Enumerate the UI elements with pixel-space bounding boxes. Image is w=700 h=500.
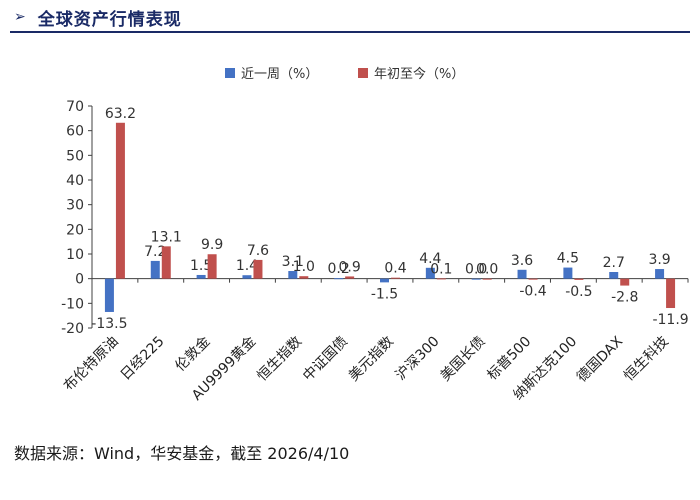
- bar-week: [425, 267, 435, 279]
- bar-ytd: [345, 276, 355, 279]
- legend-label: 年初至今（%）: [374, 66, 464, 82]
- y-tick-label: 70: [66, 99, 84, 115]
- data-label: 7.6: [247, 243, 269, 259]
- section-header: ➢ 全球资产行情表现: [14, 4, 182, 30]
- bar-week: [150, 260, 160, 279]
- bar-week: [104, 278, 114, 312]
- y-tick-label: 50: [66, 148, 84, 164]
- bar-ytd: [482, 278, 492, 280]
- x-tick-label: 德国DAX: [574, 333, 626, 385]
- data-label: 4.5: [557, 251, 579, 267]
- legend-swatch: [358, 68, 368, 78]
- bar-week: [242, 275, 252, 279]
- bar-ytd: [115, 122, 125, 279]
- bar-ytd: [207, 254, 217, 279]
- y-tick-label: 30: [66, 198, 84, 214]
- header-divider: [10, 31, 690, 33]
- source-note: 数据来源：Wind，华安基金，截至 2026/4/10: [14, 444, 350, 463]
- data-label: 2.7: [603, 255, 625, 271]
- data-label: 0.4: [384, 261, 406, 277]
- data-label: -13.5: [91, 316, 127, 332]
- section-title: 全球资产行情表现: [37, 9, 182, 30]
- data-label: 1.5: [190, 258, 212, 274]
- data-label: -2.8: [611, 290, 638, 306]
- x-tick-label: 沪深300: [393, 334, 443, 384]
- x-tick-label: 布伦特原油: [61, 334, 122, 395]
- bar-week: [196, 274, 206, 279]
- bar-ytd: [666, 278, 676, 309]
- data-label: 0.9: [339, 259, 361, 275]
- data-label: 1.0: [293, 259, 315, 275]
- bar-ytd: [528, 278, 538, 280]
- data-label: 0.2: [328, 261, 350, 277]
- bar-week: [517, 269, 527, 279]
- arrow-bullet-icon: ➢: [14, 9, 26, 25]
- bar-week: [655, 269, 665, 279]
- bar-week: [288, 271, 298, 279]
- data-label: 13.1: [151, 229, 182, 245]
- data-label: -0.5: [565, 284, 592, 300]
- data-label: -11.9: [652, 312, 688, 328]
- bar-ytd: [620, 278, 630, 286]
- y-tick-label: 0: [75, 272, 84, 288]
- data-label: 63.2: [105, 106, 136, 122]
- bar-week: [380, 278, 389, 283]
- bar-chart: 近一周（%） 年初至今（%） -20 -10 0 10 20 30 40 50 60 70 -13.5 6…: [61, 66, 689, 404]
- data-label: -1.5: [371, 286, 398, 302]
- bar-ytd: [161, 246, 171, 279]
- bar-week: [609, 272, 619, 279]
- data-label: 9.9: [201, 237, 223, 253]
- data-label: 7.2: [144, 244, 166, 260]
- legend-label: 近一周（%）: [241, 67, 318, 82]
- x-tick-label: 日经225: [118, 334, 168, 384]
- bar-week: [563, 267, 573, 279]
- legend-swatch: [225, 68, 235, 78]
- x-tick-label: 恒生科技: [621, 334, 672, 385]
- bar-ytd: [436, 278, 446, 280]
- x-tick-label: 美国长债: [438, 334, 489, 385]
- y-tick-label: 20: [66, 222, 84, 238]
- bar-ytd: [391, 277, 400, 279]
- bar-week: [334, 278, 344, 280]
- x-tick-label: 恒生指数: [254, 334, 305, 385]
- data-label: 1.4: [236, 258, 258, 274]
- data-label: 3.1: [282, 254, 304, 270]
- y-tick-label: 10: [66, 247, 84, 263]
- data-label: -0.4: [519, 284, 546, 300]
- y-tick-label: 40: [66, 173, 84, 189]
- data-label: 3.9: [648, 252, 670, 268]
- x-tick-label: 美元指数: [346, 334, 397, 385]
- bar-ytd: [574, 278, 584, 280]
- data-label: 3.6: [511, 253, 533, 269]
- y-tick-label: 60: [66, 124, 84, 140]
- data-label: 0.0: [476, 262, 498, 278]
- y-tick-label: -20: [61, 321, 84, 337]
- x-tick-label: 中证国债: [300, 334, 351, 385]
- y-tick-label: -10: [61, 296, 84, 312]
- data-label: 4.4: [419, 251, 441, 267]
- data-label: 0.1: [430, 261, 452, 277]
- x-tick-label: 伦敦金: [172, 334, 213, 375]
- data-label: 0.0: [465, 262, 487, 278]
- bar-ytd: [253, 259, 263, 279]
- bar-week: [471, 278, 481, 280]
- bar-ytd: [299, 276, 309, 279]
